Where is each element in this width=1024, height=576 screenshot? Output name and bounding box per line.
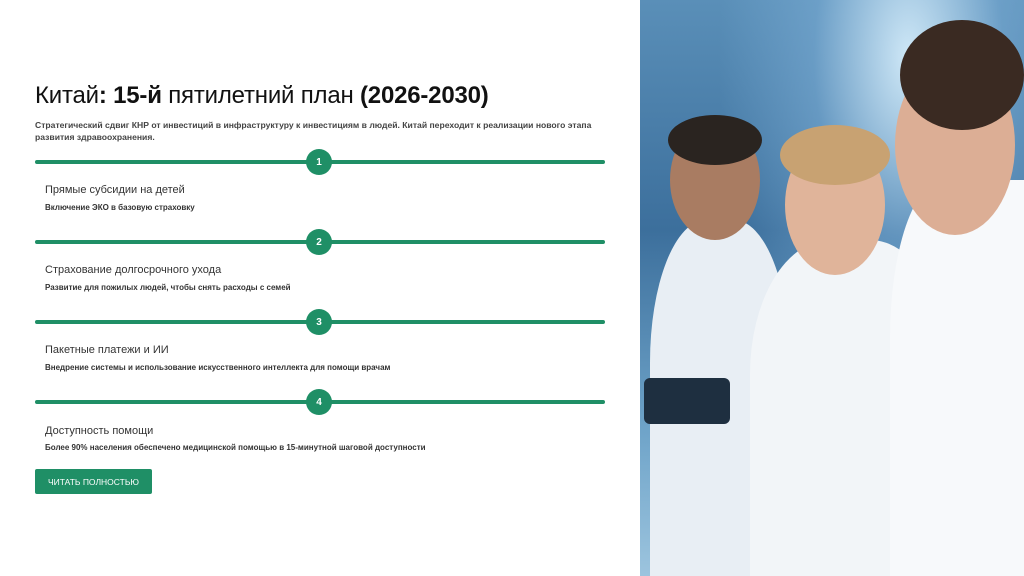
step-number-badge: 1: [306, 149, 332, 175]
doctor-hair-center: [780, 125, 890, 185]
step-number-badge: 4: [306, 389, 332, 415]
page-subtitle: Стратегический сдвиг КНР от инвестиций в…: [35, 120, 592, 142]
step-title: Прямые субсидии на детей: [45, 184, 185, 196]
step-text: Включение ЭКО в базовую страховку: [45, 203, 195, 212]
step-title: Пакетные платежи и ИИ: [45, 344, 169, 356]
step-text: Внедрение системы и использование искусс…: [45, 363, 391, 372]
step-number-badge: 3: [306, 309, 332, 335]
doctor-hair-right: [900, 20, 1024, 130]
doctor-hair-left: [668, 115, 762, 165]
step-title: Доступность помощи: [45, 425, 154, 437]
read-more-button[interactable]: ЧИТАТЬ ПОЛНОСТЬЮ: [35, 469, 152, 494]
step-text: Развитие для пожилых людей, чтобы снять …: [45, 283, 291, 292]
step-title: Страхование долгосрочного ухода: [45, 264, 222, 276]
tablet: [644, 378, 730, 424]
doctor-coat-right: [890, 180, 1024, 576]
doctors-photo: [640, 0, 1024, 576]
step-number-badge: 2: [306, 229, 332, 255]
page-title: Китай: 15-й пятилетний план (2026-2030): [35, 82, 489, 109]
step-text: Более 90% населения обеспечено медицинск…: [45, 443, 426, 452]
content-panel: Китай: 15-й пятилетний план (2026-2030) …: [35, 82, 605, 494]
